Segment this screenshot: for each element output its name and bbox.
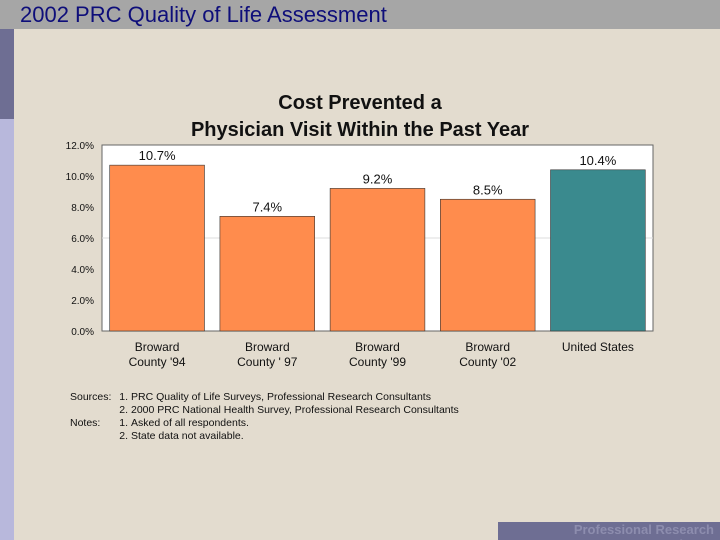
- category-label: County '94: [129, 355, 186, 369]
- category-label: County ' 97: [237, 355, 298, 369]
- note-2-text: State data not available.: [131, 430, 244, 442]
- left-stripe-light: [0, 119, 14, 540]
- bar: [440, 198, 536, 332]
- note-row-1: Notes: 1. Asked of all respondents.: [70, 417, 459, 430]
- category-label: Broward: [245, 340, 290, 354]
- y-tick-label: 8.0%: [71, 203, 94, 214]
- sources-label: Sources:: [70, 391, 112, 403]
- footer-box: Professional Research Consultants: [498, 522, 720, 540]
- bar: [550, 169, 646, 332]
- y-tick-label: 6.0%: [71, 234, 94, 245]
- data-label: 8.5%: [473, 182, 503, 197]
- left-stripe-dark: [0, 29, 14, 119]
- y-tick-label: 10.0%: [66, 172, 94, 183]
- bar: [109, 164, 205, 332]
- source-row-1: Sources: 1. PRC Quality of Life Surveys,…: [70, 391, 459, 404]
- bar: [219, 216, 315, 332]
- chart-title-line1: Cost Prevented a: [278, 92, 442, 114]
- y-tick-label: 0.0%: [71, 327, 94, 338]
- note-2-number: 2.: [119, 430, 128, 442]
- notes-label: Notes:: [70, 417, 101, 429]
- category-label: Broward: [465, 340, 510, 354]
- source-2-text: 2000 PRC National Health Survey, Profess…: [131, 404, 459, 416]
- category-label: Broward: [355, 340, 400, 354]
- data-label: 9.2%: [363, 171, 393, 186]
- bar: [329, 188, 426, 332]
- note-1-text: Asked of all respondents.: [131, 417, 249, 429]
- title-bar: 2002 PRC Quality of Life Assessment: [0, 0, 720, 29]
- category-label: Broward: [135, 340, 180, 354]
- data-label: 7.4%: [252, 199, 282, 214]
- slide-title: 2002 PRC Quality of Life Assessment: [20, 2, 387, 27]
- y-tick-label: 12.0%: [66, 141, 94, 152]
- footer-text: Professional Research Consultants: [573, 522, 714, 540]
- source-row-2: 2. 2000 PRC National Health Survey, Prof…: [70, 404, 459, 417]
- notes-block: Sources: 1. PRC Quality of Life Surveys,…: [70, 391, 459, 443]
- y-tick-label: 4.0%: [71, 265, 94, 276]
- source-1-text: PRC Quality of Life Surveys, Professiona…: [131, 391, 431, 403]
- category-label: County '02: [459, 355, 516, 369]
- chart-title-line2: Physician Visit Within the Past Year: [191, 119, 529, 141]
- data-label: 10.4%: [579, 153, 616, 168]
- category-label: County '99: [349, 355, 406, 369]
- source-2-number: 2.: [119, 404, 128, 416]
- data-label: 10.7%: [139, 148, 176, 163]
- note-row-2: 2. State data not available.: [70, 430, 459, 443]
- y-tick-label: 2.0%: [71, 296, 94, 307]
- category-label: United States: [562, 340, 634, 354]
- note-1-number: 1.: [119, 417, 128, 429]
- source-1-number: 1.: [119, 391, 128, 403]
